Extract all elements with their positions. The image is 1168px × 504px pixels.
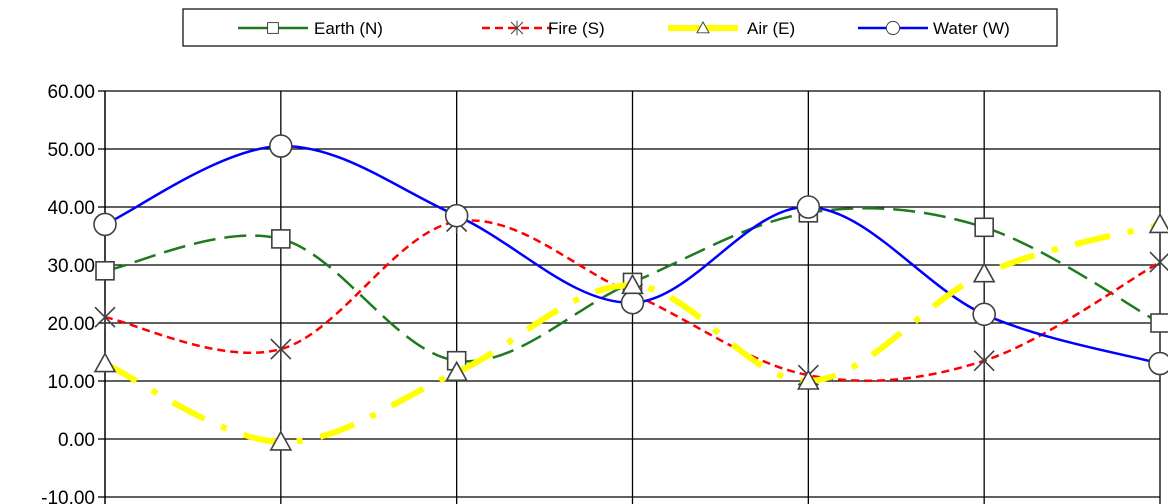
data-point-fire-s (973, 348, 995, 373)
data-point-air-e (445, 360, 469, 382)
data-point-water-w (620, 290, 645, 315)
legend: Earth (N) Fire (S) Air (E) Water (W) (182, 8, 1058, 47)
y-tick-label: 0.00 (58, 430, 95, 451)
legend-label: Fire (S) (548, 19, 605, 38)
y-tick-label: 30.00 (47, 256, 95, 277)
data-point-air-e (796, 369, 820, 390)
data-point-air-e (621, 273, 644, 295)
data-point-earth-n (1150, 313, 1168, 333)
y-tick-label: -10.00 (41, 488, 95, 504)
data-point-water-w (796, 195, 821, 219)
legend-label: Air (E) (747, 19, 795, 38)
data-point-water-w (93, 212, 117, 237)
data-point-earth-n (974, 217, 994, 238)
y-axis-tick-labels: 60.00 50.00 40.00 30.00 20.00 10.00 0.00 -10.00 (41, 82, 95, 504)
series-water-w (93, 134, 1168, 376)
data-point-water-w (444, 203, 469, 228)
legend-marker (885, 20, 901, 36)
legend-item-fire-s: Fire (S) (482, 19, 605, 38)
data-point-earth-n (95, 260, 115, 281)
legend-item-air-e: Air (E) (668, 19, 795, 38)
data-point-water-w (972, 302, 996, 327)
data-point-fire-s (94, 305, 116, 330)
series-layer (93, 134, 1168, 451)
y-tick-label: 20.00 (47, 314, 95, 335)
legend-item-earth-n: Earth (N) (238, 19, 383, 38)
legend-label: Earth (N) (314, 19, 383, 38)
data-point-fire-s (270, 337, 292, 362)
data-point-earth-n (271, 229, 291, 249)
series-air-e (93, 212, 1168, 451)
y-tick-label: 60.00 (47, 82, 95, 103)
data-point-air-e (1148, 212, 1168, 234)
y-tick-label: 50.00 (47, 140, 95, 161)
y-tick-label: 40.00 (47, 198, 95, 219)
data-point-air-e (93, 351, 117, 373)
legend-label: Water (W) (933, 19, 1010, 38)
data-point-water-w (1148, 351, 1168, 376)
y-tick-label: 10.00 (47, 372, 95, 393)
legend-marker (696, 21, 710, 34)
data-point-air-e (269, 430, 293, 451)
data-point-fire-s (1149, 250, 1168, 275)
data-point-water-w (269, 134, 293, 158)
legend-marker (267, 22, 279, 34)
legend-marker (510, 20, 524, 36)
legend-item-water-w: Water (W) (858, 19, 1010, 38)
data-point-air-e (972, 262, 996, 283)
